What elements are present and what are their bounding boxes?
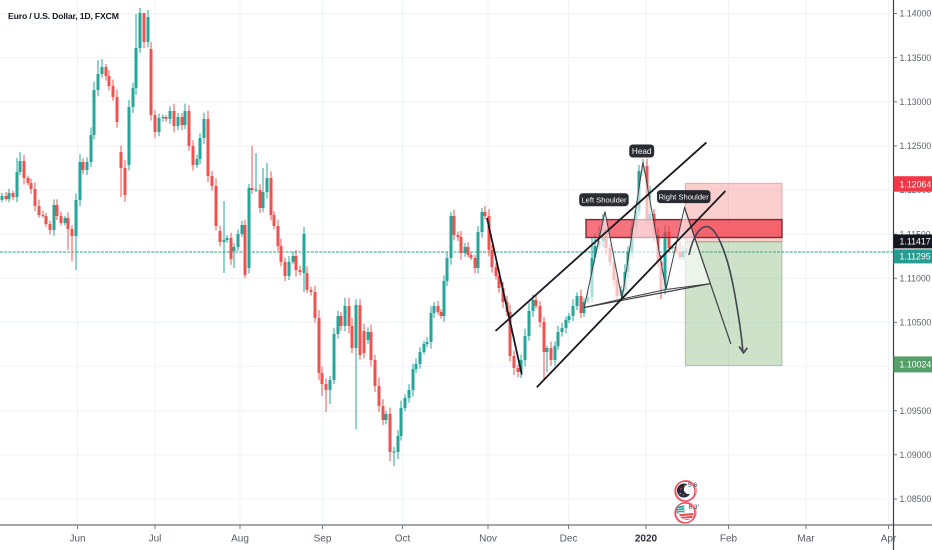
svg-text:Sep: Sep bbox=[314, 534, 332, 545]
svg-text:1.11295: 1.11295 bbox=[900, 252, 931, 262]
svg-text:Left Shoulder: Left Shoulder bbox=[581, 195, 627, 204]
svg-text:1.11417: 1.11417 bbox=[900, 237, 931, 247]
svg-text:Euro / U.S. Dollar, 1D, FXCM: Euro / U.S. Dollar, 1D, FXCM bbox=[8, 11, 119, 21]
svg-text:Jul: Jul bbox=[149, 534, 162, 545]
svg-text:6 3': 6 3' bbox=[689, 504, 699, 511]
svg-text:1.09000: 1.09000 bbox=[900, 450, 932, 460]
svg-text:Mar: Mar bbox=[797, 534, 815, 545]
svg-text:1.12064: 1.12064 bbox=[900, 179, 932, 189]
svg-text:Aug: Aug bbox=[231, 534, 249, 545]
svg-text:1.12500: 1.12500 bbox=[900, 141, 932, 151]
svg-text:5 6: 5 6 bbox=[688, 482, 697, 489]
svg-text:1.09500: 1.09500 bbox=[900, 406, 932, 416]
svg-text:Apr: Apr bbox=[881, 534, 897, 545]
svg-text:1.10024: 1.10024 bbox=[900, 360, 932, 370]
svg-text:1.08500: 1.08500 bbox=[900, 494, 932, 504]
svg-text:Feb: Feb bbox=[720, 534, 738, 545]
svg-text:Dec: Dec bbox=[560, 534, 578, 545]
svg-text:Oct: Oct bbox=[395, 534, 411, 545]
svg-text:Head: Head bbox=[632, 147, 652, 156]
svg-text:1.14000: 1.14000 bbox=[900, 9, 932, 19]
svg-text:Right Shoulder: Right Shoulder bbox=[659, 192, 710, 201]
svg-text:Nov: Nov bbox=[479, 534, 497, 545]
svg-text:1.10500: 1.10500 bbox=[900, 318, 932, 328]
svg-text:Jun: Jun bbox=[69, 534, 85, 545]
svg-text:1.13500: 1.13500 bbox=[900, 53, 932, 63]
svg-text:1.11000: 1.11000 bbox=[900, 274, 931, 284]
svg-text:2020: 2020 bbox=[635, 534, 658, 545]
svg-text:1.13000: 1.13000 bbox=[900, 97, 932, 107]
